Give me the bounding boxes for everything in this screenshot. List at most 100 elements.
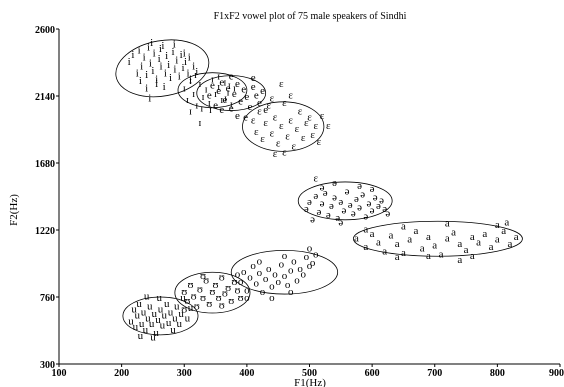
vowel-point: ɪ	[183, 82, 186, 94]
y-tick-label: 300	[40, 360, 55, 371]
y-tick-label: 760	[40, 293, 55, 304]
vowel-point: a	[388, 229, 393, 241]
vowel-point: ɛ	[282, 97, 287, 109]
vowel-point: ɪ	[224, 92, 227, 104]
vowel-point: o	[307, 260, 313, 272]
vowel-point: e	[248, 101, 253, 113]
vowel-point: ɪ	[209, 104, 212, 116]
vowel-point: u	[131, 304, 137, 316]
vowel-point: u	[166, 317, 172, 329]
vowel-point: e	[219, 104, 224, 116]
vowel-point: ɛ	[276, 138, 281, 150]
vowel-point: a	[445, 232, 450, 244]
vowel-point: o	[260, 286, 266, 298]
vowel-point: ə	[323, 187, 328, 199]
vowel-point: ʊ	[181, 304, 187, 316]
vowel-point: ɪ	[227, 87, 230, 99]
vowel-point: ɛ	[313, 120, 318, 132]
vowel-point: a	[457, 238, 462, 250]
vowel-point: e	[244, 91, 249, 103]
vowel-point: i	[143, 52, 146, 64]
vowel-point: e	[226, 82, 231, 94]
vowel-point: u	[141, 307, 147, 319]
vowel-point: ɛ	[313, 173, 318, 185]
vowel-point: o	[282, 250, 288, 262]
vowel-point: ə	[341, 205, 346, 217]
vowel-point: ɪ	[214, 88, 217, 100]
vowel-point: a	[414, 225, 419, 237]
vowel-point: e	[229, 103, 234, 115]
vowel-point: ɪ	[200, 103, 203, 115]
vowel-point: ə	[370, 205, 375, 217]
vowel-point: o	[297, 263, 303, 275]
vowel-ellipse-o	[230, 249, 339, 295]
vowel-point: u	[185, 312, 191, 324]
vowel-point: e	[251, 72, 256, 84]
vowel-point: u	[128, 315, 134, 327]
vowel-point: i	[186, 68, 189, 80]
vowel-point: ə	[357, 202, 362, 214]
vowel-point: e	[235, 78, 240, 90]
vowel-point: o	[266, 263, 272, 275]
vowel-point: ɛ	[326, 120, 331, 132]
vowel-point: o	[235, 269, 241, 281]
vowel-point: a	[476, 237, 481, 249]
vowel-ellipses	[115, 39, 523, 336]
vowel-point: ɛ	[251, 114, 256, 126]
vowel-point: a	[395, 238, 400, 250]
vowel-point: i	[183, 47, 186, 59]
chart-title: F1xF2 vowel plot of 75 male speakers of …	[214, 11, 407, 22]
vowel-point: ʊ	[191, 291, 197, 303]
vowel-point: ɛ	[257, 106, 262, 118]
vowel-point: ʊ	[203, 275, 209, 287]
vowel-point: i	[158, 53, 161, 65]
vowel-point: ɪ	[230, 98, 233, 110]
vowel-point: ə	[304, 203, 309, 215]
vowel-point: e	[241, 84, 246, 96]
vowel-point: ə	[338, 216, 343, 228]
vowel-point: ə	[338, 196, 343, 208]
vowel-point: ɪ	[202, 91, 205, 103]
vowel-point: ɛ	[279, 78, 284, 90]
vowel-point: ɛ	[273, 111, 278, 123]
vowel-point: i	[189, 74, 192, 86]
vowel-point: ə	[373, 192, 378, 204]
vowel-point: ɛ	[263, 117, 268, 129]
vowel-point: i	[171, 46, 174, 58]
vowel-point: ʊ	[216, 292, 222, 304]
vowel-point: e	[260, 85, 265, 97]
vowel-point: ɛ	[288, 90, 293, 102]
vowel-point: ɛ	[288, 114, 293, 126]
vowel-point: e	[263, 104, 268, 116]
vowel-point: e	[219, 76, 224, 88]
vowel-point: ʊ	[231, 276, 237, 288]
vowel-ellipse-a	[352, 220, 523, 257]
vowel-point: o	[272, 269, 278, 281]
vowel-point: ɛ	[254, 126, 259, 138]
vowel-point: a	[426, 250, 431, 262]
vowel-point: e	[216, 85, 221, 97]
vowel-point: i	[188, 52, 191, 64]
vowel-point: a	[501, 225, 506, 237]
x-tick-label: 700	[427, 368, 442, 379]
vowel-point: ɛ	[298, 106, 303, 118]
vowel-point: a	[376, 237, 381, 249]
vowel-point: u	[149, 318, 155, 330]
vowel-point: e	[235, 110, 240, 122]
vowel-point: u	[135, 309, 141, 321]
vowel-point: e	[251, 81, 256, 93]
vowel-point: u	[145, 312, 151, 324]
vowel-point: o	[250, 260, 256, 272]
vowel-point: a	[464, 244, 469, 256]
vowel-point: o	[285, 279, 291, 291]
vowel-point: ɛ	[270, 92, 275, 104]
vowel-point: i	[131, 49, 134, 61]
vowel-point: o	[313, 248, 319, 260]
vowel-point: ʊ	[197, 283, 203, 295]
vowel-point: a	[401, 221, 406, 233]
vowel-point: ʊ	[187, 279, 193, 291]
vowel-point: e	[213, 100, 218, 112]
vowel-point: a	[382, 245, 387, 257]
vowel-point: i	[195, 66, 198, 78]
vowel-point: o	[288, 264, 294, 276]
